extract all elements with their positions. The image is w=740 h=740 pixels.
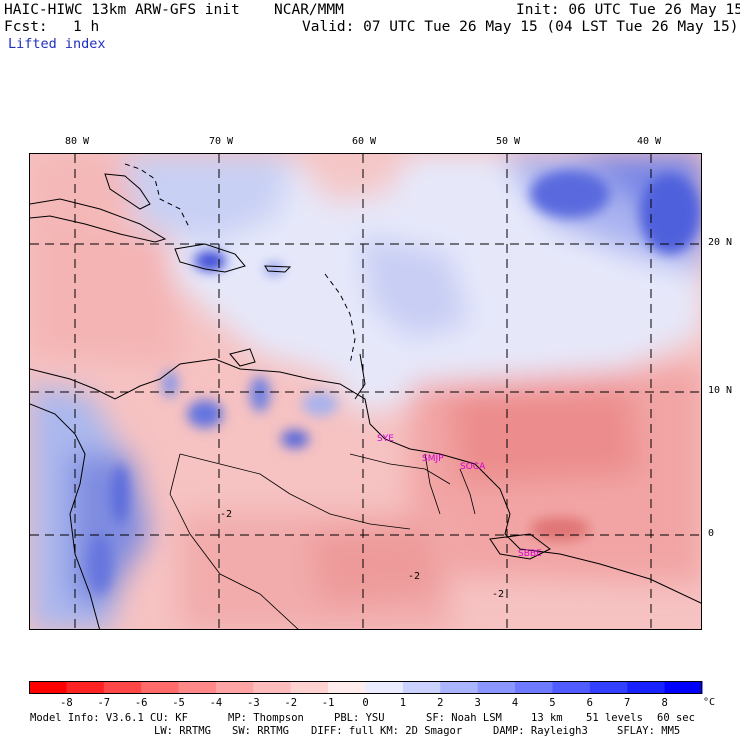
lon-label-80w: 80 W [65, 136, 90, 147]
lat-label-10n: 10 N [708, 385, 733, 396]
footer-model-info: Model Info: V3.6.1 [30, 712, 144, 724]
colorbar-unit: °C [703, 697, 715, 707]
colorbar: -8 -7 -6 -5 -4 -3 -2 -1 0 1 2 3 4 5 6 7 8 °C [29, 681, 729, 711]
colorbar-tick-label: 0 [362, 697, 368, 707]
colorbar-swatch [253, 681, 292, 694]
contour-label: -2 [408, 571, 420, 582]
map-canvas: -2 -2 -2 SYE SMJP SOCA SBBE [30, 154, 701, 629]
colorbar-tick-label: 6 [587, 697, 593, 707]
footer-sw: SW: RRTMG [232, 725, 289, 737]
station-label: SYE [377, 434, 394, 444]
colorbar-swatch [103, 681, 142, 694]
colorbar-tick-label: 5 [549, 697, 555, 707]
lesser-antilles [124, 163, 356, 365]
convective-cells [88, 170, 700, 594]
footer-cu: CU: KF [150, 712, 188, 724]
colorbar-swatch [290, 681, 329, 694]
lon-label-60w: 60 W [352, 136, 377, 147]
colorbar-tick-label: -5 [172, 697, 185, 707]
station-label: SBBE [518, 549, 542, 559]
colorbar-swatch [66, 681, 105, 694]
station-label: SOCA [460, 462, 486, 472]
lon-label-50w: 50 W [496, 136, 521, 147]
colorbar-tick-label: 2 [437, 697, 443, 707]
colorbar-tick-label: -8 [60, 697, 73, 707]
colorbar-tick-label: 7 [624, 697, 630, 707]
colorbar-tick-label: 3 [475, 697, 481, 707]
colorbar-swatch [627, 681, 666, 694]
colorbar-swatch [328, 681, 366, 694]
lifted-index-map: -2 -2 -2 SYE SMJP SOCA SBBE [29, 153, 702, 630]
colorbar-swatches: -8 -7 -6 -5 -4 -3 -2 -1 0 1 2 3 4 5 6 7 8 °C [29, 681, 715, 709]
forecast-label: Fcst: [4, 19, 48, 35]
graticule [30, 154, 701, 629]
footer-resolution: 13 km [531, 712, 563, 724]
lon-label-70w: 70 W [209, 136, 234, 147]
contour-label: -2 [492, 589, 504, 600]
lon-label-40w: 40 W [637, 136, 662, 147]
colorbar-swatch [215, 681, 254, 694]
colorbar-swatch [141, 681, 180, 694]
footer-pbl: PBL: YSU [334, 712, 385, 724]
coastlines [30, 173, 701, 629]
colorbar-tick-label: 8 [661, 697, 667, 707]
colorbar-border [29, 681, 702, 694]
org-label: NCAR/MMM [274, 2, 344, 18]
valid-time: Valid: 07 UTC Tue 26 May 15 (04 LST Tue … [302, 19, 739, 35]
colorbar-swatch [178, 681, 217, 694]
footer-sf: SF: Noah LSM [426, 712, 502, 724]
field-name: Lifted index [8, 36, 106, 52]
colorbar-swatch [29, 681, 67, 694]
footer-timestep: 60 sec [657, 712, 695, 724]
colorbar-swatch [589, 681, 628, 694]
colorbar-tick-label: -7 [97, 697, 110, 707]
lat-label-0: 0 [708, 528, 715, 539]
model-title: HAIC-HIWC 13km ARW-GFS init [4, 2, 240, 18]
colorbar-tick-label: -4 [210, 697, 223, 707]
colorbar-tick-label: 1 [400, 697, 406, 707]
footer-km: KM: 2D Smagor [380, 725, 463, 737]
colorbar-tick-label: -1 [322, 697, 335, 707]
colorbar-swatch [477, 681, 516, 694]
colorbar-swatch [402, 681, 441, 694]
forecast-hour: 1 h [73, 19, 100, 35]
colorbar-swatch [664, 681, 703, 694]
footer-levels: 51 levels [586, 712, 643, 724]
stations: SYE SMJP SOCA SBBE [377, 434, 542, 559]
colorbar-swatch [440, 681, 479, 694]
colorbar-swatch [515, 681, 553, 694]
colorbar-tick-label: -2 [284, 697, 297, 707]
colorbar-tick-label: 4 [512, 697, 518, 707]
footer-lw: LW: RRTMG [154, 725, 211, 737]
colorbar-tick-label: -3 [247, 697, 260, 707]
station-label: SMJP [422, 454, 444, 464]
footer-mp: MP: Thompson [228, 712, 304, 724]
footer-sflay: SFLAY: MM5 [617, 725, 681, 737]
colorbar-tick-label: -6 [135, 697, 148, 707]
footer-damp: DAMP: Rayleigh3 [493, 725, 588, 737]
lat-label-20n: 20 N [708, 237, 733, 248]
init-time: Init: 06 UTC Tue 26 May 15 [516, 2, 740, 18]
contour-label: -2 [220, 509, 232, 520]
country-borders [169, 453, 476, 629]
footer-diff: DIFF: full [311, 725, 375, 737]
colorbar-swatch [365, 681, 404, 694]
colorbar-swatch [552, 681, 591, 694]
